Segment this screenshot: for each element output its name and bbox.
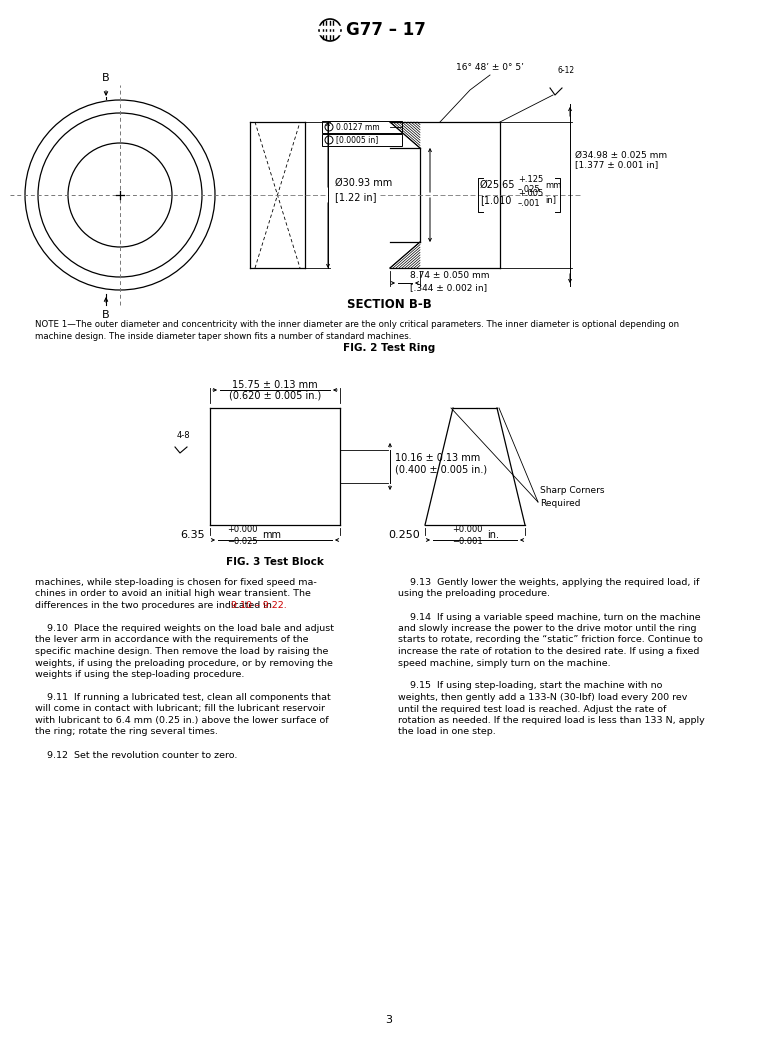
Text: in.: in. (487, 530, 499, 540)
Text: [0.0005 in]: [0.0005 in] (336, 135, 378, 145)
Text: –.001: –.001 (518, 200, 541, 208)
Text: 6-12: 6-12 (558, 66, 575, 75)
Text: 3: 3 (386, 1015, 392, 1025)
Text: –.025: –.025 (518, 184, 541, 194)
Text: differences in the two procedures are indicated in: differences in the two procedures are in… (35, 601, 275, 610)
Text: and slowly increase the power to the drive motor until the ring: and slowly increase the power to the dri… (398, 624, 696, 633)
Text: weights, then gently add a 133-N (30-lbf) load every 200 rev: weights, then gently add a 133-N (30-lbf… (398, 693, 688, 702)
Text: 4-8: 4-8 (177, 431, 191, 440)
Text: [1.377 ± 0.001 in]: [1.377 ± 0.001 in] (575, 160, 658, 170)
Text: with lubricant to 6.4 mm (0.25 in.) above the lower surface of: with lubricant to 6.4 mm (0.25 in.) abov… (35, 716, 328, 725)
Text: Ø34.98 ± 0.025 mm: Ø34.98 ± 0.025 mm (575, 151, 667, 159)
Text: 9.14  If using a variable speed machine, turn on the machine: 9.14 If using a variable speed machine, … (398, 612, 701, 621)
Text: [1.010: [1.010 (480, 195, 511, 205)
Text: FIG. 3 Test Block: FIG. 3 Test Block (226, 557, 324, 567)
Text: 9.11  If running a lubricated test, clean all components that: 9.11 If running a lubricated test, clean… (35, 693, 331, 702)
Text: FIG. 2 Test Ring: FIG. 2 Test Ring (343, 342, 435, 353)
Text: (0.620 ± 0.005 in.): (0.620 ± 0.005 in.) (229, 390, 321, 400)
Text: the ring; rotate the ring several times.: the ring; rotate the ring several times. (35, 728, 218, 736)
Text: will come in contact with lubricant; fill the lubricant reservoir: will come in contact with lubricant; fil… (35, 705, 325, 713)
Text: SECTION B-B: SECTION B-B (347, 299, 431, 311)
Text: B: B (102, 310, 110, 320)
Text: NOTE 1—The outer diameter and concentricity with the inner diameter are the only: NOTE 1—The outer diameter and concentric… (35, 320, 679, 329)
Text: starts to rotate, recording the “static” friction force. Continue to: starts to rotate, recording the “static”… (398, 635, 703, 644)
Text: [1.22 in]: [1.22 in] (335, 192, 377, 202)
Text: +0.000: +0.000 (227, 526, 258, 534)
Text: 9.10  Place the required weights on the load bale and adjust: 9.10 Place the required weights on the l… (35, 624, 334, 633)
Bar (322, 121, 402, 133)
Text: chines in order to avoid an initial high wear transient. The: chines in order to avoid an initial high… (35, 589, 311, 599)
Text: machines, while step-loading is chosen for fixed speed ma-: machines, while step-loading is chosen f… (35, 578, 317, 587)
Text: rotation as needed. If the required load is less than 133 N, apply: rotation as needed. If the required load… (398, 716, 705, 725)
Text: weights, if using the preloading procedure, or by removing the: weights, if using the preloading procedu… (35, 659, 333, 667)
Text: 10.16 ± 0.13 mm: 10.16 ± 0.13 mm (395, 453, 480, 463)
Text: −0.025: −0.025 (227, 537, 258, 547)
Text: machine design. The inside diameter taper shown fits a number of standard machin: machine design. The inside diameter tape… (35, 332, 412, 341)
Text: mm: mm (262, 530, 281, 540)
Text: the load in one step.: the load in one step. (398, 728, 496, 736)
Text: Ø25.65: Ø25.65 (480, 180, 516, 191)
Text: (0.400 ± 0.005 in.): (0.400 ± 0.005 in.) (395, 465, 487, 475)
Text: B: B (102, 73, 110, 83)
Text: specific machine design. Then remove the load by raising the: specific machine design. Then remove the… (35, 648, 328, 656)
Text: 15.75 ± 0.13 mm: 15.75 ± 0.13 mm (232, 380, 317, 390)
Text: G77 – 17: G77 – 17 (346, 21, 426, 39)
Text: 0.0127 mm: 0.0127 mm (336, 123, 380, 131)
Bar (322, 134, 402, 146)
Text: 6.35: 6.35 (180, 530, 205, 540)
Text: the lever arm in accordance with the requirements of the: the lever arm in accordance with the req… (35, 635, 309, 644)
Text: increase the rate of rotation to the desired rate. If using a fixed: increase the rate of rotation to the des… (398, 648, 699, 656)
Text: 9.13  Gently lower the weights, applying the required load, if: 9.13 Gently lower the weights, applying … (398, 578, 699, 587)
Text: 8.74 ± 0.050 mm: 8.74 ± 0.050 mm (410, 271, 489, 279)
Text: 9.10 – 9.22.: 9.10 – 9.22. (231, 601, 287, 610)
Text: speed machine, simply turn on the machine.: speed machine, simply turn on the machin… (398, 659, 611, 667)
Text: [.344 ± 0.002 in]: [.344 ± 0.002 in] (410, 283, 487, 293)
Text: Ø30.93 mm: Ø30.93 mm (335, 178, 392, 188)
Text: 9.12  Set the revolution counter to zero.: 9.12 Set the revolution counter to zero. (35, 751, 237, 760)
Text: 9.15  If using step-loading, start the machine with no: 9.15 If using step-loading, start the ma… (398, 682, 662, 690)
Text: 16° 48’ ± 0° 5’: 16° 48’ ± 0° 5’ (456, 64, 524, 73)
Text: weights if using the step-loading procedure.: weights if using the step-loading proced… (35, 670, 244, 679)
Text: +0.000: +0.000 (452, 526, 482, 534)
Text: using the preloading procedure.: using the preloading procedure. (398, 589, 550, 599)
Text: +.005: +.005 (518, 189, 543, 199)
Text: mm: mm (545, 180, 561, 189)
Text: +.125: +.125 (518, 175, 543, 183)
Text: −0.001: −0.001 (452, 537, 482, 547)
Text: 0.250: 0.250 (388, 530, 420, 540)
Text: until the required test load is reached. Adjust the rate of: until the required test load is reached.… (398, 705, 667, 713)
Text: in]: in] (545, 196, 556, 204)
Text: Sharp Corners
Required: Sharp Corners Required (540, 486, 605, 508)
